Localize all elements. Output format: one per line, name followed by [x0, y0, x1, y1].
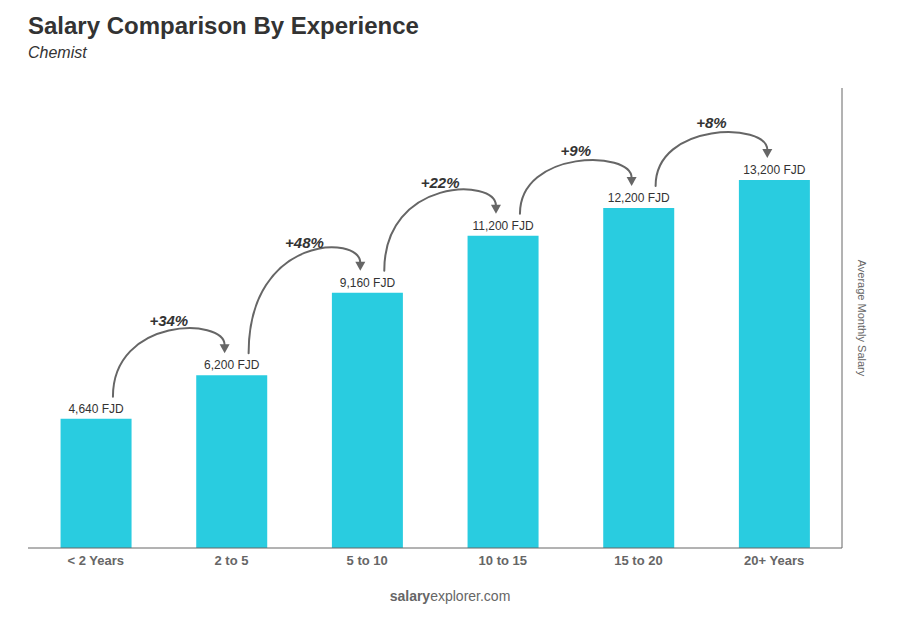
- svg-text:6,200 FJD: 6,200 FJD: [204, 358, 260, 372]
- svg-text:+9%: +9%: [561, 142, 591, 159]
- svg-text:+22%: +22%: [421, 174, 460, 191]
- svg-text:20+ Years: 20+ Years: [744, 553, 804, 568]
- svg-text:+34%: +34%: [149, 312, 188, 329]
- svg-text:4,640 FJD: 4,640 FJD: [68, 402, 124, 416]
- svg-text:13,200 FJD: 13,200 FJD: [743, 163, 805, 177]
- html-text:Chemist: Chemist: [28, 44, 87, 61]
- svg-text:+8%: +8%: [696, 114, 726, 131]
- svg-text:15 to 20: 15 to 20: [614, 553, 662, 568]
- svg-text:10 to 15: 10 to 15: [479, 553, 527, 568]
- svg-text:< 2 Years: < 2 Years: [68, 553, 125, 568]
- svg-text:12,200 FJD: 12,200 FJD: [608, 191, 670, 205]
- svg-text:Average Monthly Salary: Average Monthly Salary: [856, 260, 868, 377]
- html-text:salary explorer.com: salary explorer.com: [389, 588, 511, 604]
- svg-text:5 to 10: 5 to 10: [347, 553, 388, 568]
- svg-text:+48%: +48%: [285, 234, 324, 251]
- svg-text:11,200 FJD: 11,200 FJD: [472, 219, 533, 233]
- html-text:Salary Comparison By Experienc: Salary Comparison By Experience: [28, 12, 419, 39]
- svg-text:2 to 5: 2 to 5: [215, 553, 249, 568]
- svg-text:9,160 FJD: 9,160 FJD: [340, 276, 396, 290]
